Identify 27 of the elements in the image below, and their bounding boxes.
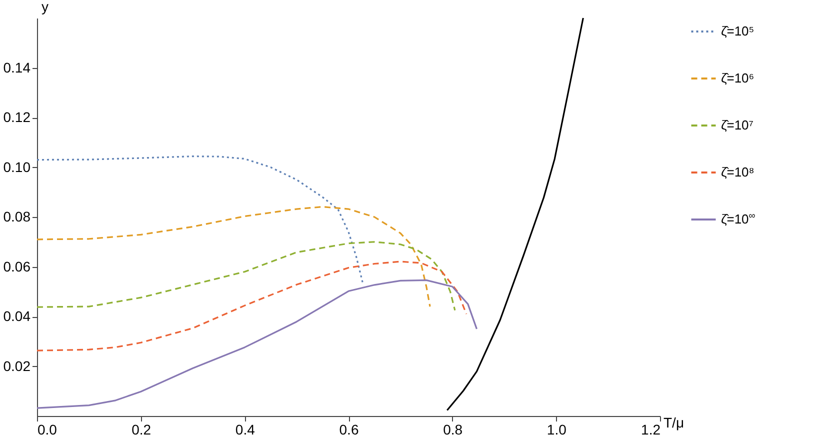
legend-label: ζ̂=10$^{∞}$ xyxy=(721,210,756,226)
line-series xyxy=(36,241,456,312)
legend-label: ζ̂=10⁸ xyxy=(721,164,754,180)
x-tick-label: 0.4 xyxy=(235,422,256,438)
line-series xyxy=(36,156,364,285)
x-tick-label: 1.0 xyxy=(546,422,567,438)
legend-label: ζ̂=10⁶ xyxy=(721,70,754,86)
line-series xyxy=(446,17,584,412)
x-tick-label: 0.2 xyxy=(132,422,152,438)
line-series xyxy=(36,206,431,308)
y-tick-label: 0.06 xyxy=(3,258,31,274)
line-series xyxy=(36,279,478,409)
y-tick-label: 0.14 xyxy=(3,59,31,76)
legend-label: ζ̂=10⁷ xyxy=(721,118,754,132)
x-tick-label: 0.0 xyxy=(38,422,58,438)
y-tick-label: 0.08 xyxy=(3,208,31,224)
x-tick-label: 0.8 xyxy=(443,422,463,438)
y-tick-label: 0.12 xyxy=(3,109,31,125)
y-axis-title: y xyxy=(42,0,48,14)
y-tick-label: 0.04 xyxy=(3,308,31,324)
x-tick-label: 0.6 xyxy=(339,422,359,438)
x-tick-label: 1.2 xyxy=(641,422,661,438)
y-tick-label: 0.10 xyxy=(3,158,31,175)
line-series xyxy=(36,260,468,352)
y-tick-label: 0.02 xyxy=(3,358,31,374)
x-axis-title: T/μ xyxy=(664,414,684,430)
legend-label: ζ̂=10⁵ xyxy=(721,24,754,38)
